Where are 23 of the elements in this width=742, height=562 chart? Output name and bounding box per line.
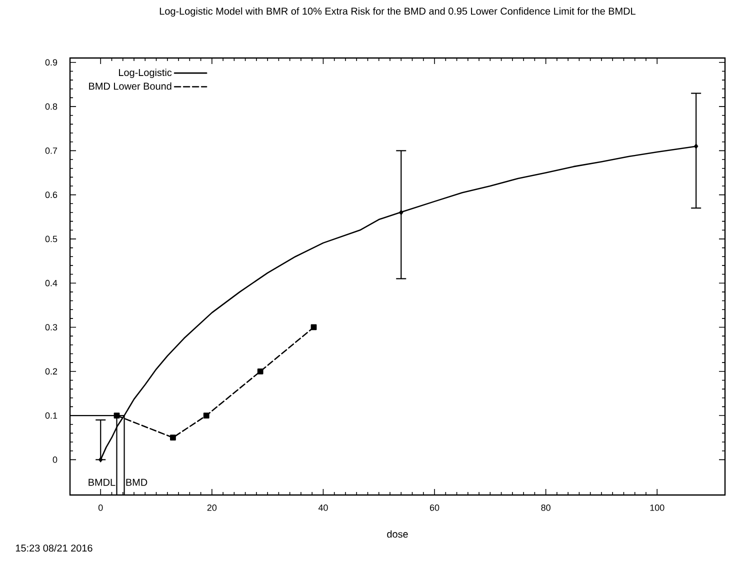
legend-label: Log-Logistic	[119, 68, 172, 78]
chart-title: Log-Logistic Model with BMR of 10% Extra Risk for the BMD and 0.95 Lower Confidence Limit for the BMDL	[160, 7, 636, 17]
y-tick-label: 0.4	[45, 280, 58, 286]
ref-line-label: BMDL	[88, 478, 116, 486]
y-tick-label: 0.7	[45, 148, 58, 154]
ref-line-label: BMD	[126, 478, 148, 486]
x-tick-label: 60	[430, 504, 440, 511]
x-tick-label: 100	[650, 504, 664, 511]
x-tick-label: 20	[207, 504, 217, 511]
y-tick-label: 0.6	[45, 192, 58, 198]
y-tick-label: 0.1	[45, 412, 58, 419]
y-tick-label: 0.5	[45, 236, 58, 242]
y-tick-label: 0.2	[45, 368, 58, 375]
x-tick-label: 80	[541, 504, 550, 511]
y-tick-label: 0	[52, 456, 58, 463]
x-tick-label: 40	[318, 504, 328, 511]
legend-label: BMD Lower Bound	[89, 82, 172, 90]
x-axis-title: dose	[387, 530, 408, 538]
x-tick-label: 0	[98, 504, 103, 511]
text: 15:23 08/21 2016	[16, 544, 92, 552]
y-tick-label: 0.9	[45, 59, 58, 66]
y-tick-label: 0.3	[45, 324, 58, 330]
y-tick-label: 0.8	[45, 103, 58, 110]
